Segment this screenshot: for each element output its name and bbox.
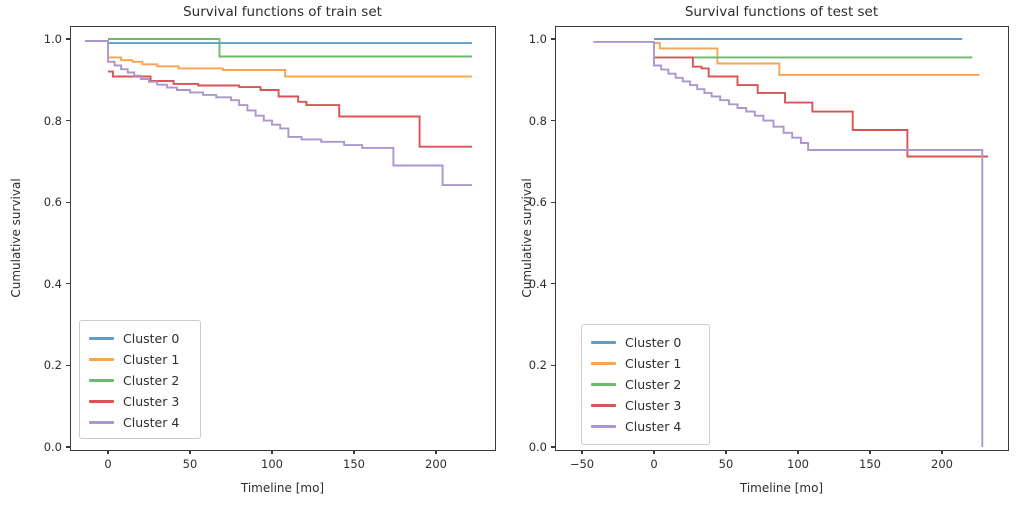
x-tick-label: 100: [261, 457, 283, 471]
legend-line-swatch: [591, 383, 616, 386]
survival-curve-cluster-1: [654, 42, 980, 76]
x-tick-mark: [107, 450, 109, 454]
legend-label: Cluster 1: [625, 356, 682, 371]
y-tick-label: 0.6: [528, 195, 547, 210]
legend-label: Cluster 1: [123, 352, 180, 367]
y-tick-mark: [551, 201, 555, 203]
x-tick-label: 150: [859, 457, 881, 471]
y-tick-mark: [66, 283, 70, 285]
y-tick-mark: [66, 364, 70, 366]
survival-curves-train: [85, 38, 473, 187]
legend-entry: Cluster 1: [89, 349, 190, 370]
legend-entry: Cluster 1: [591, 353, 699, 374]
y-tick-mark: [66, 120, 70, 122]
y-tick-mark: [66, 446, 70, 448]
x-tick-mark: [435, 450, 437, 454]
x-tick-label: 0: [104, 457, 112, 471]
y-tick-label: 0.4: [43, 276, 62, 291]
legend-label: Cluster 4: [123, 415, 180, 430]
x-tick-mark: [353, 450, 355, 454]
y-tick-mark: [551, 283, 555, 285]
legend-entry: Cluster 2: [89, 370, 190, 391]
x-tick-label: 0: [650, 457, 658, 471]
y-tick-label: 1.0: [528, 32, 547, 46]
y-tick-label: 0.2: [43, 358, 62, 373]
y-tick-label: 0.2: [528, 358, 547, 373]
legend-line-swatch: [591, 425, 616, 428]
y-tick-label: 1.0: [43, 32, 62, 46]
legend-entry: Cluster 2: [591, 374, 699, 395]
y-tick-label: 0.6: [43, 195, 62, 210]
legend-entry: Cluster 0: [591, 332, 699, 353]
plot-title-train: Survival functions of train set: [183, 4, 382, 20]
y-tick-label: 0.4: [528, 276, 547, 291]
legend-line-swatch: [591, 341, 616, 344]
x-tick-mark: [797, 450, 799, 454]
x-tick-label: 200: [931, 457, 953, 471]
y-axis-label-train: Cumulative survival: [9, 178, 23, 298]
y-tick-mark: [551, 364, 555, 366]
x-tick-mark: [725, 450, 727, 454]
y-tick-mark: [551, 446, 555, 448]
legend-line-swatch: [89, 421, 114, 424]
y-tick-mark: [66, 38, 70, 40]
legend-entry: Cluster 0: [89, 328, 190, 349]
legend-test: Cluster 0 Cluster 1 Cluster 2 Cluster 3 …: [581, 324, 710, 445]
legend-train: Cluster 0 Cluster 1 Cluster 2 Cluster 3 …: [79, 320, 201, 439]
y-tick-label: 0.8: [43, 113, 62, 128]
y-tick-mark: [551, 120, 555, 122]
survival-curve-cluster-3: [108, 70, 473, 148]
survival-curve-cluster-2: [108, 38, 473, 58]
y-tick-label: 0.0: [528, 440, 547, 454]
y-tick-mark: [66, 201, 70, 203]
legend-line-swatch: [89, 337, 114, 340]
legend-line-swatch: [591, 362, 616, 365]
x-axis-label-train: Timeline [mo]: [240, 481, 325, 495]
x-tick-label: 200: [425, 457, 447, 471]
legend-label: Cluster 0: [625, 335, 682, 350]
x-axis-label-test: Timeline [mo]: [739, 481, 824, 495]
legend-label: Cluster 4: [625, 419, 682, 434]
x-tick-mark: [271, 450, 273, 454]
survival-curves-test: [593, 38, 989, 447]
survival-curve-cluster-1: [108, 56, 473, 78]
x-tick-label: 100: [787, 457, 809, 471]
survival-curve-cluster-3: [654, 56, 989, 158]
legend-line-swatch: [89, 400, 114, 403]
x-tick-mark: [581, 450, 583, 454]
x-tick-mark: [653, 450, 655, 454]
y-tick-label: 0.8: [528, 113, 547, 128]
legend-line-swatch: [89, 379, 114, 382]
legend-entry: Cluster 3: [89, 391, 190, 412]
legend-line-swatch: [89, 358, 114, 361]
legend-line-swatch: [591, 404, 616, 407]
y-tick-mark: [551, 38, 555, 40]
survival-curve-cluster-4: [85, 40, 473, 187]
x-tick-mark: [869, 450, 871, 454]
x-tick-label: 50: [182, 457, 198, 471]
x-tick-mark: [941, 450, 943, 454]
legend-label: Cluster 0: [123, 331, 180, 346]
survival-curve-cluster-4: [593, 40, 984, 447]
legend-label: Cluster 2: [123, 373, 180, 388]
y-tick-label: 0.0: [43, 440, 62, 454]
legend-entry: Cluster 4: [89, 412, 190, 433]
legend-label: Cluster 3: [123, 394, 180, 409]
legend-entry: Cluster 3: [591, 395, 699, 416]
x-tick-label: −50: [569, 457, 595, 471]
x-tick-label: 50: [718, 457, 734, 471]
x-tick-label: 150: [343, 457, 365, 471]
legend-entry: Cluster 4: [591, 416, 699, 437]
x-tick-mark: [189, 450, 191, 454]
legend-label: Cluster 3: [625, 398, 682, 413]
plot-title-test: Survival functions of test set: [684, 4, 879, 20]
legend-label: Cluster 2: [625, 377, 682, 392]
